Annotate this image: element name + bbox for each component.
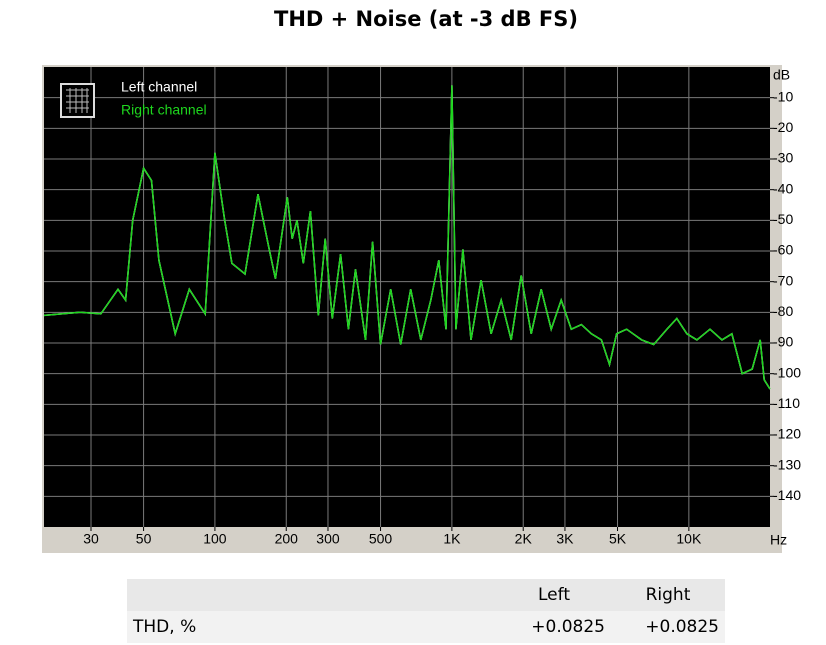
y-tick-label: -140: [773, 487, 801, 503]
row-label: THD, %: [127, 611, 497, 643]
y-tick-label: -40: [773, 180, 793, 196]
chart-title: THD + Noise (at -3 dB FS): [274, 7, 578, 31]
legend-icon: [60, 83, 95, 118]
plot-area: [44, 67, 770, 527]
y-tick-label: -90: [773, 334, 793, 350]
x-tick-label: 50: [136, 531, 152, 547]
chart: THD + Noise (at -3 dB FS) Left channel R…: [42, 7, 801, 553]
x-tick-label: 30: [83, 531, 99, 547]
x-tick-label: 5K: [609, 531, 627, 547]
x-tick-label: 2K: [515, 531, 533, 547]
y-tick-label: -30: [773, 150, 793, 166]
x-tick-label: 300: [316, 531, 340, 547]
x-tick-label: 10K: [676, 531, 702, 547]
y-tick-label: -130: [773, 456, 801, 472]
y-tick-label: -20: [773, 119, 793, 135]
y-tick-label: -100: [773, 364, 801, 380]
x-tick-label: 100: [203, 531, 227, 547]
legend: Left channel Right channel: [60, 79, 207, 118]
header-cell: Right: [611, 579, 725, 611]
y-tick-label: -70: [773, 272, 793, 288]
y-tick-label: -110: [773, 395, 800, 411]
y-tick-label: -80: [773, 303, 793, 319]
lines: [43, 85, 771, 390]
x-tick-label: 3K: [556, 531, 574, 547]
y-tick-label: -10: [773, 88, 793, 104]
legend-label: Right channel: [121, 102, 207, 118]
cell: +0.0825: [611, 611, 725, 643]
header-cell: [127, 579, 497, 611]
y-tick-label: -120: [773, 426, 801, 442]
legend-icon-grid: [66, 88, 89, 113]
cell: +0.0825: [497, 611, 611, 643]
x-axis-label: Hz: [770, 532, 787, 548]
x-tick-label: 1K: [443, 531, 461, 547]
grid: [44, 67, 770, 527]
y-axis-label: dB: [773, 67, 790, 83]
x-tick-label: 500: [369, 531, 393, 547]
results-table: Left Right THD, % +0.0825 +0.0825: [127, 579, 725, 643]
legend-label: Left channel: [121, 79, 197, 95]
y-tick-label: -60: [773, 242, 793, 258]
y-tick-label: -50: [773, 211, 793, 227]
series-line: [43, 85, 771, 390]
x-tick-label: 200: [275, 531, 299, 547]
header-cell: Left: [497, 579, 611, 611]
